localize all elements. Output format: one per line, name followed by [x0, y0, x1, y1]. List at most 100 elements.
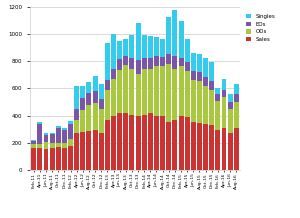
Bar: [117, 59, 122, 70]
Bar: [209, 62, 214, 82]
Bar: [178, 21, 184, 58]
Bar: [44, 149, 48, 170]
Bar: [68, 121, 73, 124]
Bar: [74, 86, 79, 109]
Bar: [154, 116, 159, 170]
Bar: [228, 102, 232, 109]
Bar: [203, 77, 208, 86]
Bar: [56, 128, 61, 143]
Bar: [38, 144, 42, 148]
Bar: [56, 143, 61, 147]
Bar: [172, 120, 177, 170]
Bar: [86, 82, 92, 93]
Bar: [148, 114, 153, 170]
Bar: [234, 83, 239, 94]
Legend: Singles, EOs, ODs, Sales: Singles, EOs, ODs, Sales: [245, 13, 276, 43]
Bar: [191, 53, 196, 71]
Bar: [31, 148, 36, 170]
Bar: [197, 81, 202, 123]
Bar: [185, 62, 190, 71]
Bar: [68, 124, 73, 139]
Bar: [44, 135, 48, 142]
Bar: [105, 90, 110, 120]
Bar: [93, 76, 98, 91]
Bar: [148, 68, 153, 114]
Bar: [209, 125, 214, 170]
Bar: [166, 65, 171, 122]
Bar: [166, 17, 171, 54]
Bar: [185, 71, 190, 117]
Bar: [38, 122, 42, 124]
Bar: [172, 68, 177, 120]
Bar: [62, 143, 67, 148]
Bar: [99, 133, 104, 170]
Bar: [154, 56, 159, 66]
Bar: [123, 65, 128, 113]
Bar: [228, 94, 232, 102]
Bar: [191, 122, 196, 170]
Bar: [154, 66, 159, 116]
Bar: [172, 56, 177, 68]
Bar: [142, 115, 147, 170]
Bar: [130, 115, 134, 170]
Bar: [44, 133, 48, 135]
Bar: [222, 97, 226, 128]
Bar: [142, 35, 147, 58]
Bar: [68, 146, 73, 170]
Bar: [56, 147, 61, 170]
Bar: [228, 109, 232, 133]
Bar: [197, 72, 202, 81]
Bar: [80, 98, 85, 110]
Bar: [80, 110, 85, 132]
Bar: [105, 120, 110, 170]
Bar: [203, 124, 208, 170]
Bar: [74, 120, 79, 133]
Bar: [166, 54, 171, 65]
Bar: [105, 43, 110, 80]
Bar: [172, 10, 177, 56]
Bar: [93, 91, 98, 103]
Bar: [38, 124, 42, 144]
Bar: [215, 101, 220, 130]
Bar: [62, 130, 67, 143]
Bar: [130, 35, 134, 58]
Bar: [148, 36, 153, 58]
Bar: [117, 114, 122, 170]
Bar: [228, 133, 232, 170]
Bar: [142, 68, 147, 115]
Bar: [136, 23, 140, 60]
Bar: [215, 94, 220, 101]
Bar: [209, 90, 214, 125]
Bar: [50, 134, 55, 143]
Bar: [56, 126, 61, 128]
Bar: [50, 148, 55, 170]
Bar: [136, 60, 140, 74]
Bar: [203, 86, 208, 124]
Bar: [38, 148, 42, 170]
Bar: [117, 70, 122, 114]
Bar: [111, 116, 116, 170]
Bar: [209, 82, 214, 90]
Bar: [191, 80, 196, 122]
Bar: [160, 116, 165, 170]
Bar: [130, 58, 134, 68]
Bar: [160, 39, 165, 57]
Bar: [215, 130, 220, 170]
Bar: [160, 66, 165, 116]
Bar: [197, 123, 202, 170]
Bar: [111, 79, 116, 116]
Bar: [105, 80, 110, 90]
Bar: [74, 109, 79, 120]
Bar: [50, 143, 55, 148]
Bar: [130, 68, 134, 115]
Bar: [123, 56, 128, 65]
Bar: [93, 103, 98, 130]
Bar: [222, 90, 226, 97]
Bar: [234, 128, 239, 170]
Bar: [215, 88, 220, 94]
Bar: [74, 133, 79, 170]
Bar: [86, 93, 92, 105]
Bar: [86, 131, 92, 170]
Bar: [203, 58, 208, 77]
Bar: [111, 34, 116, 68]
